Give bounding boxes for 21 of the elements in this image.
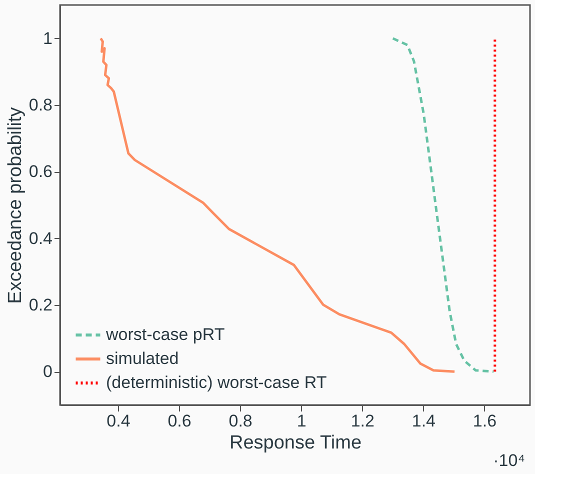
text: ·10⁴ [493,451,525,470]
x-axis-title: Response Time [229,432,362,454]
y-tick-label: 0.2 [28,296,52,314]
x-tick-label: 1.6 [472,412,497,430]
legend-label: simulated [106,349,179,368]
y-tick-label: 0 [43,362,52,382]
y-tick-label: 0.8 [28,96,52,114]
x-tick-label: 0.8 [228,412,252,430]
x-tick-label: 1.4 [412,412,436,430]
x-tick-label: 1.2 [350,412,374,430]
x-tick-label: 1 [296,412,306,430]
y-tick-label: 1 [43,28,52,48]
y-axis-title: Exceedance probability [4,106,26,304]
legend-label: (deterministic) worst-case RT [106,373,327,392]
x-tick-label: 0.4 [106,412,130,430]
y-tick-label: 0.4 [28,228,52,248]
line-series [392,37,495,373]
x-tick-label: 0.6 [168,412,192,430]
line-series [99,37,456,373]
y-tick-label: 0.6 [28,162,52,182]
legend-label: worst-case pRT [105,325,225,344]
